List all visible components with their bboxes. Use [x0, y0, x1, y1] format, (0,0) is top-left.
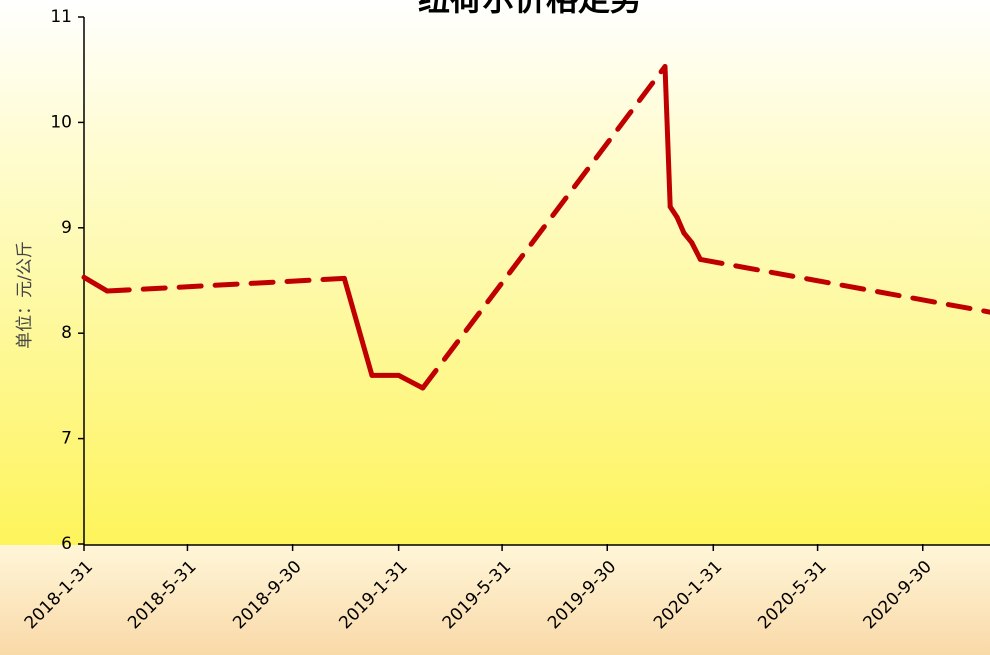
- line-segment: [697, 256, 990, 315]
- line-segment: [662, 64, 673, 210]
- y-axis-label: 单位：元/公斤: [15, 241, 35, 349]
- line-segment: [689, 240, 703, 262]
- line-segment: [396, 372, 426, 391]
- line-segment: [674, 214, 687, 236]
- chart-title: 纽荷尔价格走势: [418, 0, 642, 18]
- lower-background: [0, 545, 990, 655]
- line-segment: [81, 274, 110, 294]
- y-tick-label: 11: [50, 7, 72, 27]
- line-segment: [420, 64, 668, 391]
- y-tick-label: 8: [61, 323, 72, 343]
- line-segment: [341, 275, 375, 378]
- line-segment: [104, 275, 347, 294]
- y-tick-label: 7: [61, 429, 72, 449]
- y-tick-label: 9: [61, 218, 72, 238]
- y-tick-label: 6: [61, 534, 72, 554]
- y-tick-label: 10: [50, 112, 72, 132]
